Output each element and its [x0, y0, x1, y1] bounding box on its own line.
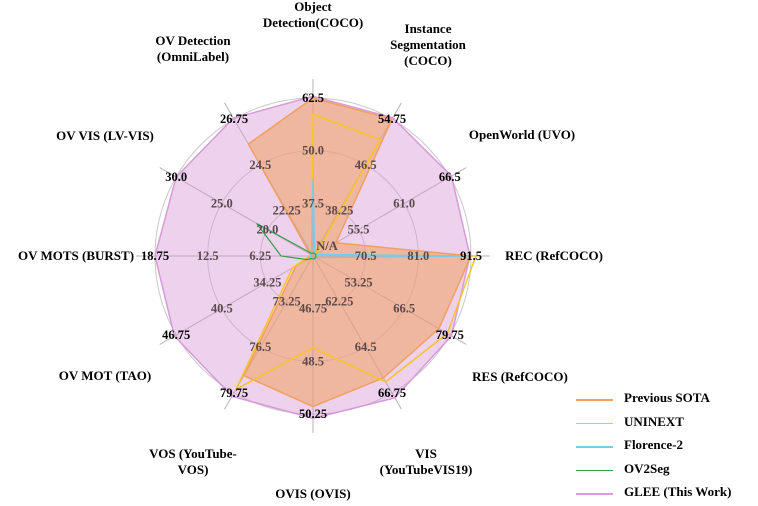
ring-tick-label: 6.25 [249, 249, 271, 263]
axis-spoke [159, 167, 314, 257]
axis-label: OV MOTS (BURST) [18, 248, 134, 263]
axis-max-label: 66.75 [378, 386, 406, 400]
axis-name-labels: Object Detection(COCO) Instance Segmentatio… [18, 0, 603, 501]
axis-label: OVIS (OVIS) [275, 486, 351, 501]
axis-spoke [312, 167, 467, 257]
axis-max-label: 91.5 [460, 249, 482, 263]
ring-tick-label: 53.25 [345, 275, 373, 289]
axis-max-label: 50.25 [299, 407, 327, 421]
legend-swatch [576, 422, 613, 424]
radar-series-layer [154, 95, 477, 420]
ring-tick-label: 34.25 [253, 275, 281, 289]
axis-max-label: 66.5 [439, 170, 461, 184]
center-na-label: N/A [316, 239, 338, 253]
axis-max-label: 62.5 [302, 91, 324, 105]
legend-swatch [576, 469, 613, 471]
ring-tick-label: 61.0 [393, 196, 415, 210]
axis-label: VOS (YouTube-VOS) [149, 446, 237, 477]
ring-tick-label: 66.5 [393, 302, 415, 316]
axis-max-label: 54.75 [378, 112, 406, 126]
ring-tick-label: 76.5 [249, 340, 271, 354]
axis-label: Object Detection(COCO) [263, 0, 363, 30]
ring-tick-label: 46.5 [355, 158, 377, 172]
axis-max-label: 30.0 [165, 170, 187, 184]
ring-tick-label: 20.0 [256, 223, 278, 237]
legend-label: Previous SOTA [624, 390, 710, 405]
axis-label: OV VIS (LV-VIS) [56, 128, 154, 143]
axis-max-label: 46.75 [162, 328, 190, 342]
axis-max-label: 79.75 [220, 386, 248, 400]
ring-tick-label: 25.0 [211, 196, 233, 210]
ring-tick-label: 81.0 [407, 249, 429, 263]
ring-tick-label: 38.25 [325, 203, 353, 217]
axis-label: Instance Segmentation (COCO) [390, 21, 467, 68]
legend-label: GLEE (This Work) [624, 484, 732, 499]
ring-tick-label: 70.5 [355, 249, 377, 263]
ring-tick-label: 55.5 [348, 223, 370, 237]
legend-swatch [576, 493, 613, 495]
axis-max-label: 79.75 [436, 328, 464, 342]
axis-label: OpenWorld (UVO) [469, 127, 575, 142]
axis-spoke [159, 255, 314, 345]
legend-swatch [576, 446, 613, 448]
series-ov2seg [256, 222, 317, 261]
legend-label: UNINEXT [624, 413, 684, 429]
ring-tick-label: 46.75 [299, 302, 327, 316]
legend-label: Florence-2 [624, 437, 683, 452]
ring-tick-label: 12.5 [197, 249, 219, 263]
ring-tick-label: 22.25 [273, 203, 301, 217]
ring-tick-label: 48.5 [302, 354, 324, 368]
ring-tick-label: 40.5 [211, 302, 233, 316]
axis-label: OV MOT (TAO) [59, 368, 151, 383]
axis-max-label: 18.75 [141, 249, 169, 263]
ring-tick-label: 37.5 [302, 196, 324, 210]
ring-tick-label: 64.5 [355, 340, 377, 354]
axis-label: VIS (YouTubeVIS19) [380, 446, 473, 477]
ring-value-labels: 37.5 50.0 62.5 38.25 46.5 54.75 55.5 61.0 66.5 70… [141, 91, 482, 421]
legend-label: OV2Seg [624, 460, 670, 476]
ring-tick-label: 50.0 [302, 144, 324, 158]
legend-swatch [576, 399, 613, 401]
axis-label: RES (RefCOCO) [472, 369, 568, 384]
ring-tick-label: 24.5 [249, 158, 271, 172]
axis-label: REC (RefCOCO) [505, 248, 603, 263]
ring-tick-label: 73.25 [273, 295, 301, 309]
axis-max-label: 26.75 [220, 112, 248, 126]
axis-label: OV Detection (OmniLabel) [155, 33, 231, 64]
ring-tick-label: 62.25 [325, 295, 353, 309]
